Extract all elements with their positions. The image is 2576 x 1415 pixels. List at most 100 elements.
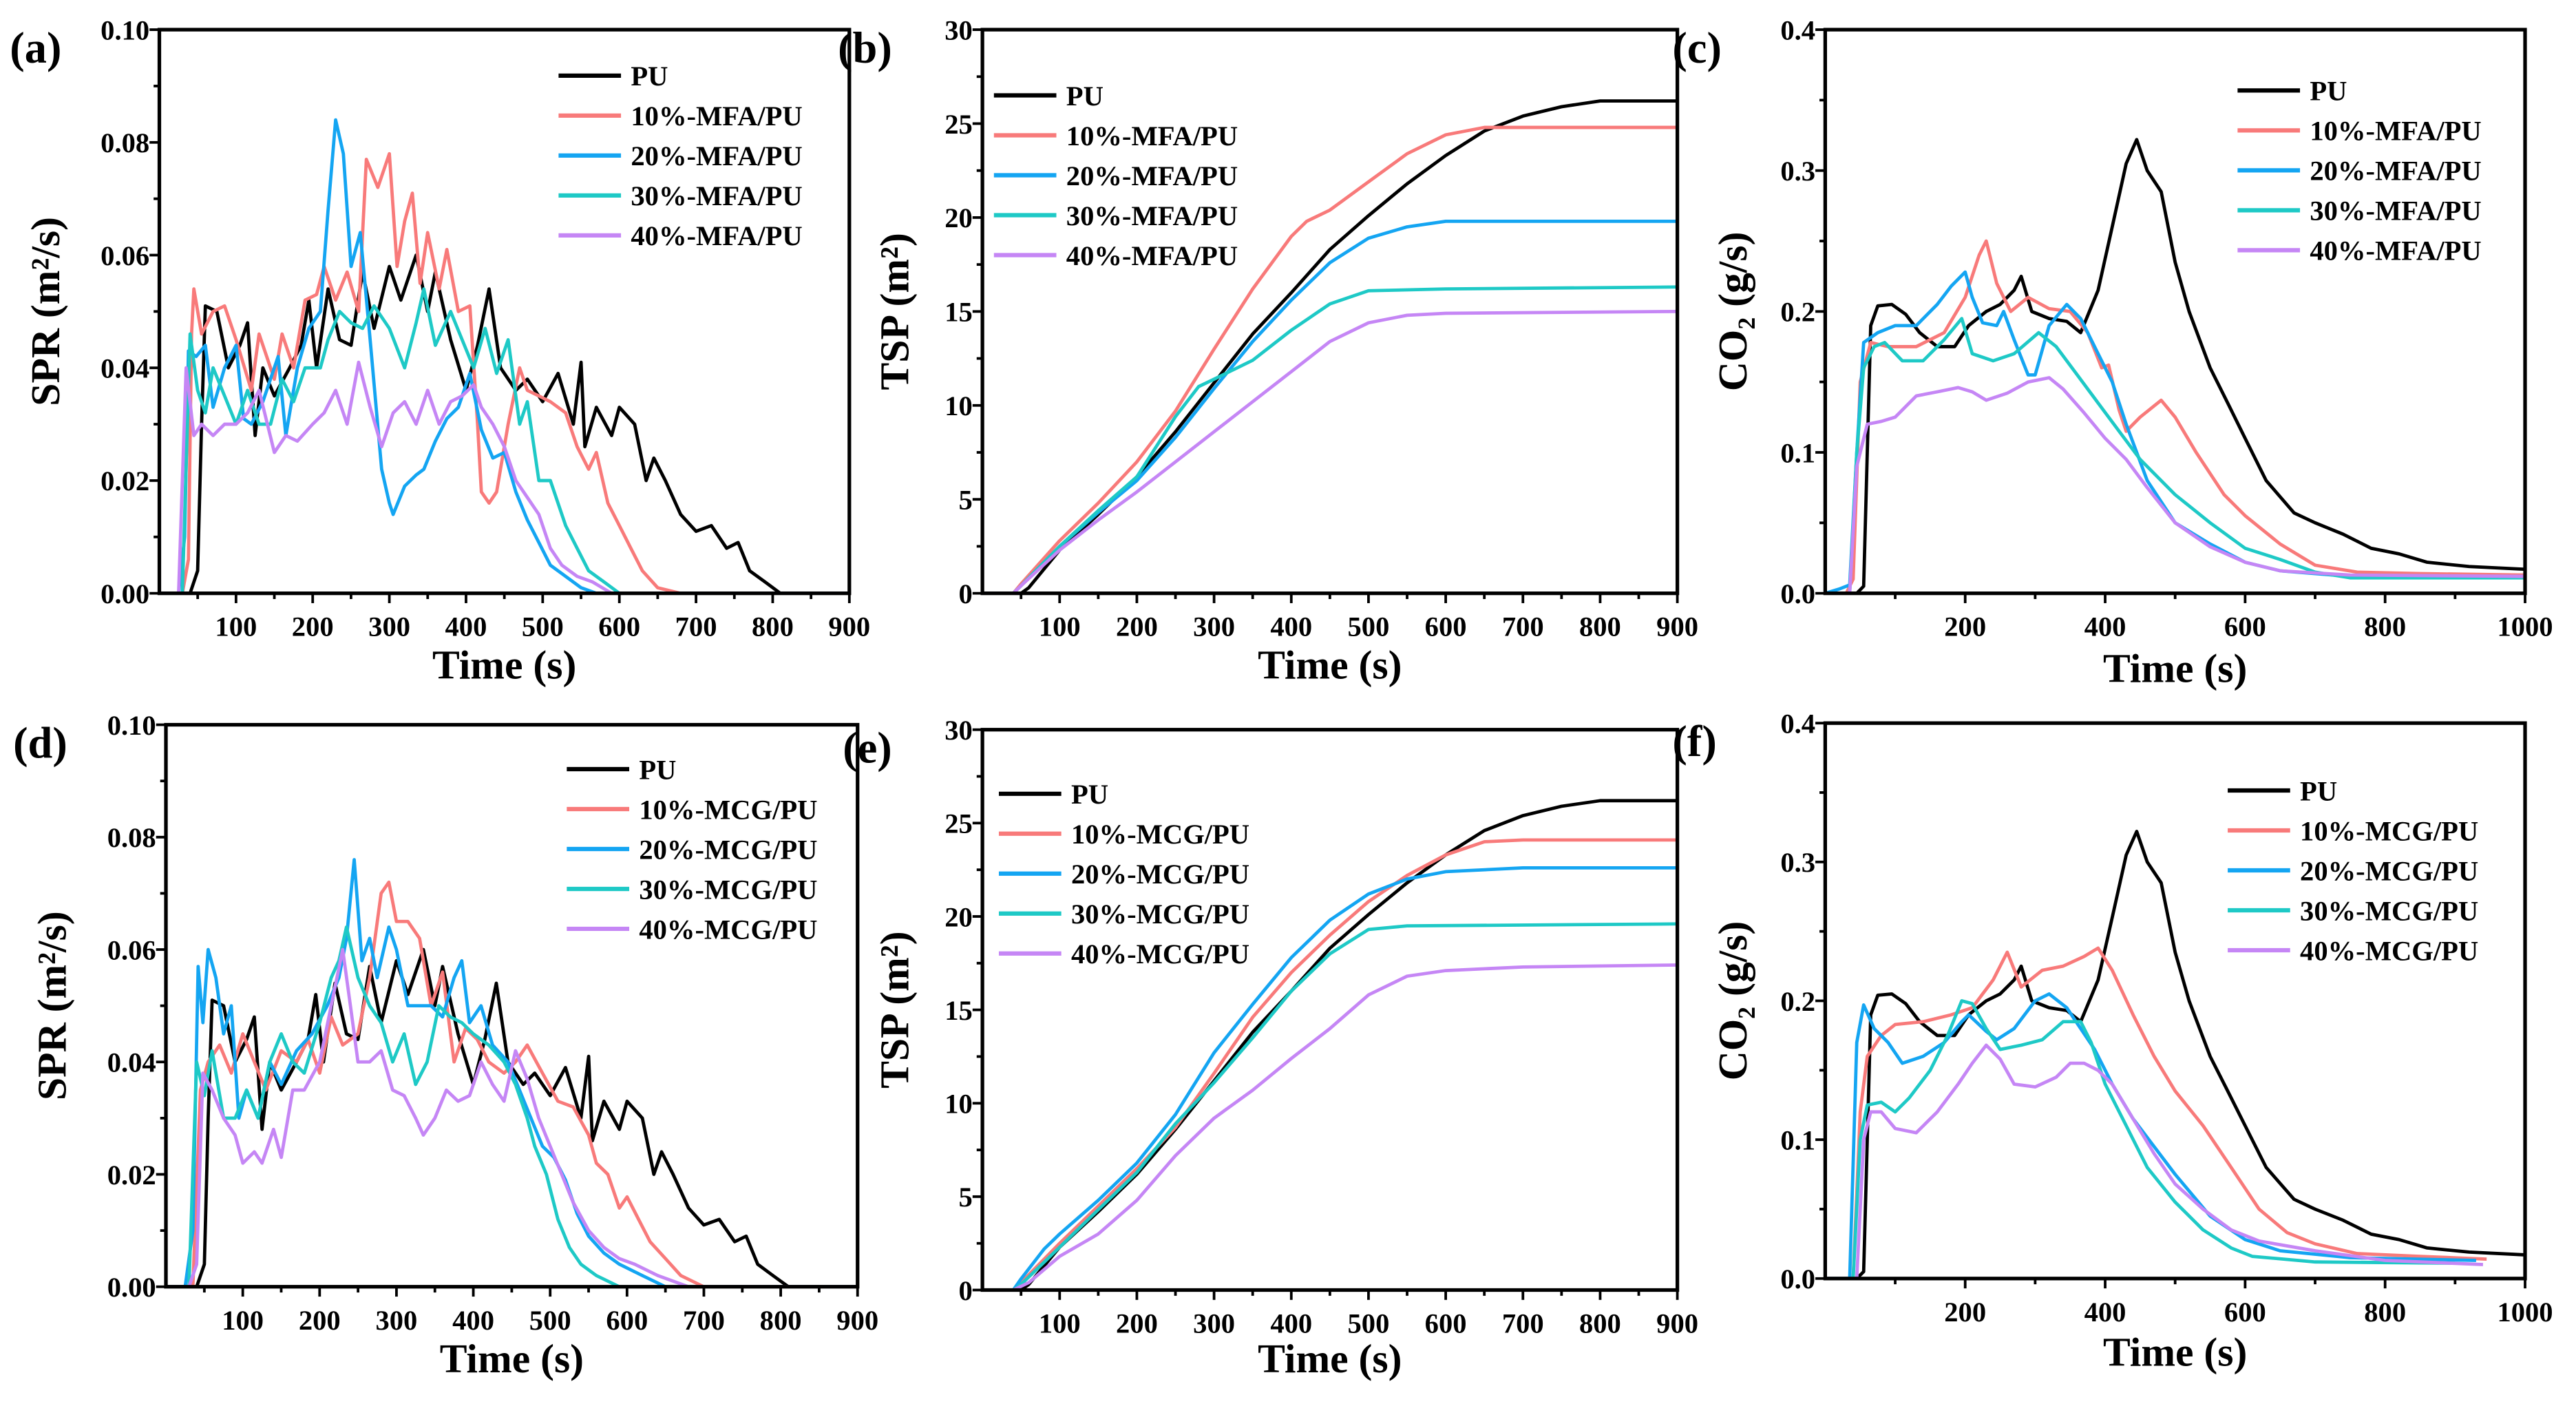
y-axis-title: TSP (m²) — [872, 931, 918, 1088]
y-axis-title: SPR (m²/s) — [29, 911, 74, 1100]
y-tick-label: 0.2 — [1780, 297, 1815, 328]
y-tick-label: 10 — [944, 1089, 973, 1120]
legend-label: PU — [2310, 76, 2347, 107]
panel-d: 100 200 300 400 500 600 700 800 900 0.00 0.02 0.04 0… — [13, 710, 878, 1381]
y-tick-label: 0.02 — [101, 465, 149, 496]
x-tick-label: 100 — [1039, 611, 1081, 642]
x-tick-label: 600 — [2224, 1297, 2266, 1328]
series-line-0 — [166, 947, 858, 1287]
x-tick-label: 800 — [1579, 1308, 1621, 1339]
legend-item: 10%-MFA/PU — [558, 101, 803, 132]
legend-item: 30%-MFA/PU — [558, 180, 803, 211]
legend-label: 30%-MFA/PU — [631, 180, 802, 211]
x-tick-label: 400 — [1270, 611, 1312, 642]
y-tick-label: 0.4 — [1780, 14, 1815, 45]
x-tick-label: 700 — [683, 1305, 725, 1336]
x-tick-label: 600 — [1425, 611, 1467, 642]
y-tick-label: 25 — [944, 808, 973, 839]
legend: PU 10%-MCG/PU 20%-MCG/PU 30%-MCG/PU 40%-MCG/… — [2228, 775, 2478, 966]
legend-label: 10%-MCG/PU — [2300, 815, 2478, 846]
series-line-2 — [159, 118, 849, 594]
series-line-0 — [1825, 138, 2526, 594]
legend-item: 20%-MFA/PU — [993, 160, 1238, 191]
series-line-1 — [982, 838, 1678, 1290]
y-tick-label: 0.02 — [107, 1160, 156, 1191]
x-tick-label: 100 — [215, 611, 257, 642]
legend: PU 10%-MCG/PU 20%-MCG/PU 30%-MCG/PU 40%-MCG/… — [998, 779, 1249, 969]
x-tick-label: 300 — [368, 611, 410, 642]
legend-item: 40%-MFA/PU — [558, 220, 803, 251]
legend-label: 20%-MFA/PU — [1066, 160, 1238, 191]
series-line-0 — [1825, 830, 2526, 1279]
series-line-3 — [982, 922, 1678, 1290]
legend-item: 30%-MCG/PU — [998, 899, 1249, 930]
y-tick-label: 0.10 — [101, 14, 149, 45]
series-line-1 — [1825, 946, 2487, 1279]
legend: PU 10%-MCG/PU 20%-MCG/PU 30%-MCG/PU 40%-MCG/… — [567, 754, 817, 945]
legend-item: 20%-MCG/PU — [998, 859, 1249, 890]
x-tick-label: 200 — [1944, 611, 1986, 642]
y-tick-label: 20 — [944, 202, 973, 233]
y-tick-label: 0 — [959, 578, 973, 609]
x-axis-title: Time (s) — [1258, 1336, 1402, 1381]
legend-label: 20%-MCG/PU — [639, 834, 817, 865]
legend-label: 10%-MFA/PU — [2310, 116, 2481, 147]
legend-item: PU — [558, 61, 668, 92]
x-tick-label: 200 — [299, 1305, 341, 1336]
series-line-2 — [1825, 992, 2476, 1279]
legend-label: 40%-MCG/PU — [2300, 935, 2478, 966]
legend-item: 30%-MCG/PU — [2228, 895, 2478, 926]
y-tick-label: 0.3 — [1780, 847, 1815, 878]
y-tick-label: 5 — [959, 485, 973, 516]
x-axis-title: Time (s) — [2103, 646, 2247, 691]
x-tick-label: 200 — [292, 611, 334, 642]
legend-label: 30%-MFA/PU — [2310, 196, 2481, 227]
legend-label: 30%-MFA/PU — [1066, 200, 1238, 231]
legend-item: 40%-MFA/PU — [993, 240, 1238, 271]
x-tick-label: 500 — [529, 1305, 571, 1336]
legend: PU 10%-MFA/PU 20%-MFA/PU 30%-MFA/PU 40%-MFA/… — [993, 81, 1238, 271]
x-tick-label: 900 — [828, 611, 870, 642]
x-tick-label: 400 — [2084, 611, 2126, 642]
x-tick-label: 400 — [452, 1305, 494, 1336]
legend-item: 30%-MCG/PU — [567, 874, 817, 905]
y-tick-label: 10 — [944, 390, 973, 421]
legend-item: PU — [567, 754, 676, 785]
panel-label: (c) — [1672, 23, 1722, 72]
legend-item: 40%-MCG/PU — [998, 939, 1249, 969]
legend-label: 10%-MCG/PU — [1071, 819, 1249, 850]
panel-a: 100 200 300 400 500 600 700 800 900 0.00 0.02 0.04 0… — [10, 14, 870, 687]
legend-label: 30%-MCG/PU — [2300, 895, 2478, 926]
legend-label: 40%-MFA/PU — [2310, 235, 2481, 266]
legend-item: PU — [2237, 76, 2347, 107]
y-tick-label: 30 — [944, 14, 973, 45]
y-tick-label: 0.00 — [101, 578, 149, 609]
panel-label: (b) — [838, 23, 892, 72]
legend-item: 10%-MFA/PU — [993, 120, 1238, 151]
series-group — [1825, 830, 2526, 1279]
x-tick-label: 900 — [1656, 611, 1698, 642]
x-tick-label: 500 — [522, 611, 564, 642]
legend-label: 20%-MCG/PU — [2300, 855, 2478, 886]
y-axis-title: SPR (m²/s) — [23, 217, 68, 406]
panel-label: (e) — [843, 723, 892, 772]
series-line-4 — [982, 963, 1678, 1290]
legend-label: 10%-MFA/PU — [1066, 120, 1238, 151]
y-tick-label: 0.06 — [107, 934, 156, 965]
y-tick-label: 0.08 — [101, 127, 149, 158]
x-tick-label: 700 — [675, 611, 717, 642]
series-line-3 — [166, 925, 858, 1287]
legend-item: 40%-MFA/PU — [2237, 235, 2482, 266]
panel-c: 200 400 600 800 1000 0.0 0.1 0.2 0.3 0.4 Time (s) C… — [1672, 14, 2553, 691]
x-tick-label: 700 — [1502, 1308, 1544, 1339]
y-tick-label: 0.1 — [1780, 437, 1815, 468]
series-line-4 — [982, 309, 1678, 594]
legend-item: 30%-MFA/PU — [2237, 196, 2482, 227]
series-line-4 — [159, 360, 849, 594]
y-axis-title: CO₂ (g/s) — [1710, 232, 1755, 392]
series-line-2 — [982, 866, 1678, 1290]
y-tick-label: 0.04 — [101, 353, 149, 384]
series-line-3 — [1825, 317, 2526, 594]
legend-label: 20%-MFA/PU — [2310, 156, 2481, 187]
